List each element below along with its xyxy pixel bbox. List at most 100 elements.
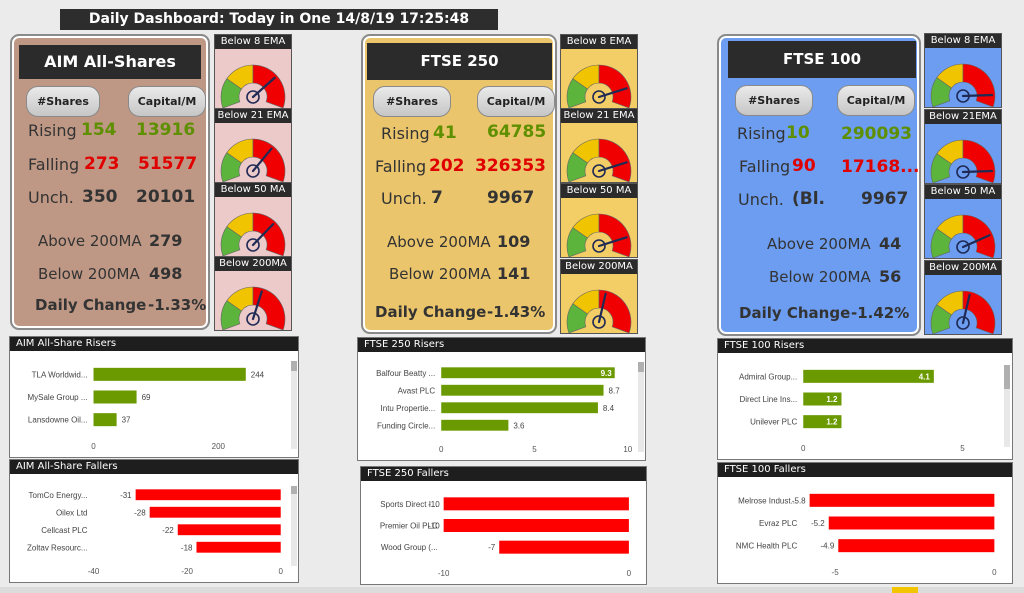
above-200ma-value: 279 xyxy=(149,231,183,250)
below-200ma-label: Below 200MA xyxy=(769,268,871,286)
gauge-red-zone xyxy=(598,138,632,183)
bar[interactable] xyxy=(441,384,604,396)
gauge-dial xyxy=(220,138,286,183)
scrollbar-thumb[interactable] xyxy=(291,361,297,371)
bar-chart: TLA Worldwid... 244 MySale Group ... 69 Lans… xyxy=(27,367,265,451)
rising-count: 10 xyxy=(786,123,810,143)
gauge-needle xyxy=(251,147,273,173)
gauge-hub xyxy=(592,239,606,253)
chart-title: FTSE 100 Risers xyxy=(718,339,1012,353)
category-label: Premier Oil PLC xyxy=(380,522,438,531)
ftse250-fallers-chart: FTSE 250 Fallers Sports Direct I... -10 Pr… xyxy=(360,466,647,585)
gauge-below-8-ema: Below 8 EMA xyxy=(560,34,638,109)
gauge-below-200-ma: Below 200MA xyxy=(924,260,1002,335)
gauge-needle xyxy=(961,234,991,249)
chart-title: FTSE 250 Risers xyxy=(358,338,645,352)
bar[interactable] xyxy=(803,392,842,406)
gauge-below-21-ema: Below 21EMA xyxy=(924,109,1002,184)
tick-label: -5 xyxy=(832,568,840,577)
scrollbar-thumb[interactable] xyxy=(291,486,297,494)
bar[interactable] xyxy=(443,497,629,511)
scrollbar-thumb[interactable] xyxy=(638,362,644,372)
bar[interactable] xyxy=(803,369,934,383)
gauge-hub xyxy=(246,164,260,178)
daily-change-value: -1.33% xyxy=(148,296,207,314)
rising-label: Rising xyxy=(737,124,786,143)
bar[interactable] xyxy=(177,524,281,536)
bar[interactable] xyxy=(93,367,246,381)
bar[interactable] xyxy=(196,541,281,553)
shares-column-button[interactable]: #Shares xyxy=(735,85,813,116)
category-label: Balfour Beatty ... xyxy=(376,369,435,378)
gauge-label: Below 50 MA xyxy=(925,185,1001,199)
gauge-dial xyxy=(566,289,632,334)
gauge-needle xyxy=(597,87,628,99)
gauge-label: Below 200MA xyxy=(925,261,1001,275)
data-label: 69 xyxy=(142,393,151,402)
unchanged-count: (Bl. xyxy=(792,189,826,209)
above-200ma-value: 44 xyxy=(879,234,902,253)
chart-scrollbar[interactable] xyxy=(638,362,644,452)
bar[interactable] xyxy=(828,516,995,530)
data-label: -31 xyxy=(120,491,132,500)
bar[interactable] xyxy=(441,402,598,414)
bar[interactable] xyxy=(443,519,629,532)
chart-scrollbar[interactable] xyxy=(291,361,297,449)
bar[interactable] xyxy=(499,540,629,554)
unchanged-capital: 9967 xyxy=(487,188,535,208)
data-label: -18 xyxy=(181,543,193,552)
bar[interactable] xyxy=(441,367,615,379)
chart-scrollbar[interactable] xyxy=(291,486,297,566)
falling-count: 202 xyxy=(429,156,465,176)
category-label: TomCo Energy... xyxy=(29,491,88,500)
bar[interactable] xyxy=(838,539,995,553)
unchanged-label: Unch. xyxy=(381,189,427,208)
gauge-needle xyxy=(597,292,607,324)
gauge-dial xyxy=(930,290,996,335)
shares-column-button[interactable]: #Shares xyxy=(373,86,451,117)
bar[interactable] xyxy=(149,506,281,518)
gauge-red-zone xyxy=(598,289,632,334)
data-label: -7 xyxy=(488,543,496,552)
gauge-hub xyxy=(956,165,970,179)
scrollbar-thumb[interactable] xyxy=(1004,365,1010,389)
bar[interactable] xyxy=(803,415,842,429)
bar[interactable] xyxy=(441,419,509,431)
tick-label: -20 xyxy=(181,567,193,576)
unchanged-capital: 20101 xyxy=(136,187,196,207)
gauge-red-zone xyxy=(962,290,996,335)
chart-scrollbar[interactable] xyxy=(1004,365,1010,447)
above-200ma-label: Above 200MA xyxy=(767,235,871,253)
tick-label: 200 xyxy=(212,442,226,451)
gauge-label: Below 50 MA xyxy=(561,184,637,198)
gauge-red-zone xyxy=(962,214,996,259)
gauge-label: Below 8 EMA xyxy=(215,35,291,49)
data-label: 37 xyxy=(122,416,131,425)
capital-column-button[interactable]: Capital/M xyxy=(477,86,555,117)
rising-capital: 13916 xyxy=(136,120,196,140)
rising-count: 154 xyxy=(81,120,117,140)
bar[interactable] xyxy=(93,413,117,427)
chart-title: FTSE 250 Fallers xyxy=(361,467,646,481)
gauge-label: Below 21EMA xyxy=(925,110,1001,124)
capital-column-button[interactable]: Capital/M xyxy=(128,86,206,117)
below-200ma-value: 498 xyxy=(149,264,183,283)
aim-risers-chart: AIM All-Share Risers TLA Worldwid... 244 M… xyxy=(9,336,299,458)
gauge-dial xyxy=(566,138,632,183)
capital-column-button[interactable]: Capital/M xyxy=(837,85,915,116)
active-page-tab[interactable] xyxy=(892,587,918,593)
gauge-red-zone xyxy=(252,138,286,183)
data-label: 8.4 xyxy=(603,404,615,413)
shares-column-button[interactable]: #Shares xyxy=(26,86,100,117)
category-label: TLA Worldwid... xyxy=(32,370,88,379)
unchanged-label: Unch. xyxy=(28,188,74,207)
gauge-needle xyxy=(961,93,994,98)
category-label: Evraz PLC xyxy=(759,519,797,528)
gauge-below-8-ema: Below 8 EMA xyxy=(214,34,292,109)
gauge-below-21-ema: Below 21 EMA xyxy=(214,108,292,183)
bar[interactable] xyxy=(93,390,137,404)
bar[interactable] xyxy=(135,489,281,501)
gauge-label: Below 200MA xyxy=(561,260,637,274)
gauge-dial xyxy=(220,64,286,109)
bar[interactable] xyxy=(809,493,995,507)
